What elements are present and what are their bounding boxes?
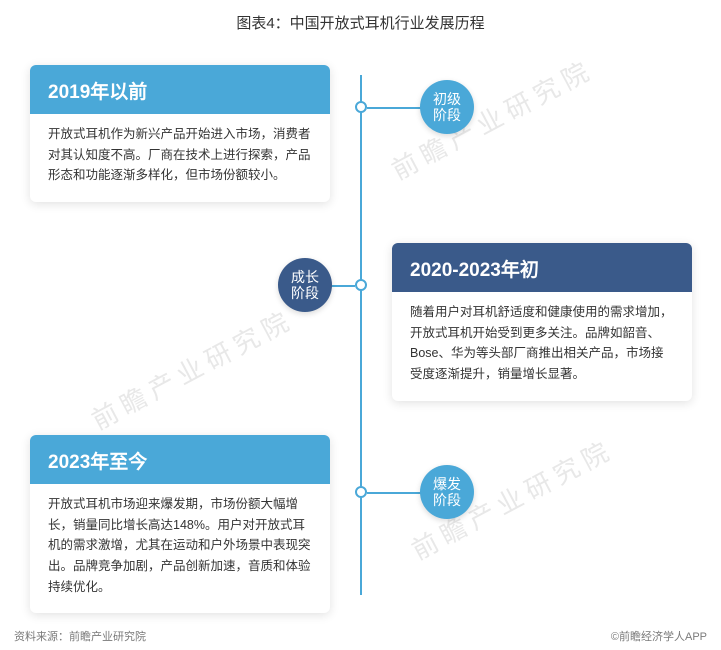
source-label: 资料来源： — [14, 631, 69, 643]
stage-description: 开放式耳机市场迎来爆发期，市场份额大幅增长，销量同比增长高达148%。用户对开放… — [30, 484, 330, 613]
stage-period: 2023年至今 — [30, 435, 330, 484]
stage-card: 2020-2023年初随着用户对耳机舒适度和健康使用的需求增加，开放式耳机开始受… — [392, 243, 692, 401]
timeline-connector — [367, 492, 422, 494]
chart-title: 图表4：中国开放式耳机行业发展历程 — [0, 0, 721, 33]
source-value: 前瞻产业研究院 — [69, 631, 146, 643]
stage-description: 开放式耳机作为新兴产品开始进入市场，消费者对其认知度不高。厂商在技术上进行探索，… — [30, 114, 330, 202]
timeline-dot — [355, 486, 367, 498]
stage-badge: 爆发阶段 — [420, 465, 474, 519]
timeline-connector — [367, 107, 422, 109]
source: 资料来源：前瞻产业研究院 — [14, 628, 146, 644]
stage-description: 随着用户对耳机舒适度和健康使用的需求增加，开放式耳机开始受到更多关注。品牌如韶音… — [392, 292, 692, 401]
stage-period: 2020-2023年初 — [392, 243, 692, 292]
stage-period: 2019年以前 — [30, 65, 330, 114]
timeline-dot — [355, 101, 367, 113]
timeline-dot — [355, 279, 367, 291]
stage-card: 2019年以前开放式耳机作为新兴产品开始进入市场，消费者对其认知度不高。厂商在技… — [30, 65, 330, 202]
timeline: 初级阶段 2019年以前开放式耳机作为新兴产品开始进入市场，消费者对其认知度不高。… — [0, 45, 721, 610]
stage-badge: 初级阶段 — [420, 80, 474, 134]
timeline-axis — [360, 75, 362, 595]
footer: 资料来源：前瞻产业研究院 ©前瞻经济学人APP — [14, 628, 707, 644]
stage-card: 2023年至今开放式耳机市场迎来爆发期，市场份额大幅增长，销量同比增长高达148… — [30, 435, 330, 613]
stage-badge: 成长阶段 — [278, 258, 332, 312]
credit: ©前瞻经济学人APP — [611, 628, 707, 644]
